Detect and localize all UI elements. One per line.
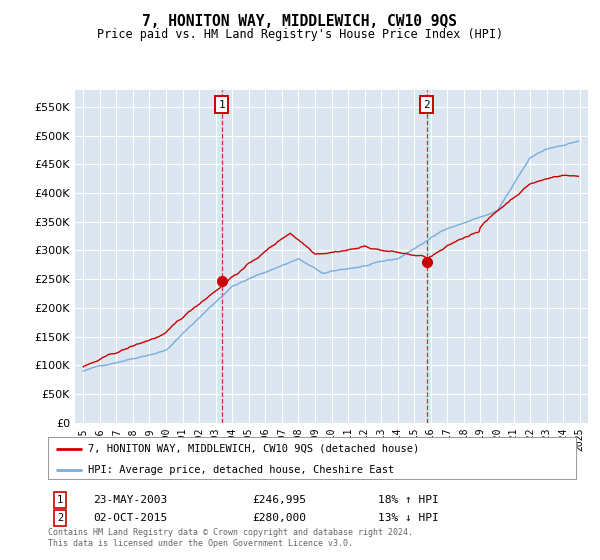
Text: 2: 2 <box>423 100 430 110</box>
Text: £246,995: £246,995 <box>252 495 306 505</box>
Text: 7, HONITON WAY, MIDDLEWICH, CW10 9QS (detached house): 7, HONITON WAY, MIDDLEWICH, CW10 9QS (de… <box>88 444 419 454</box>
Text: 1: 1 <box>57 495 63 505</box>
Text: HPI: Average price, detached house, Cheshire East: HPI: Average price, detached house, Ches… <box>88 465 394 474</box>
Text: 23-MAY-2003: 23-MAY-2003 <box>93 495 167 505</box>
Text: Price paid vs. HM Land Registry's House Price Index (HPI): Price paid vs. HM Land Registry's House … <box>97 28 503 41</box>
Text: 18% ↑ HPI: 18% ↑ HPI <box>378 495 439 505</box>
Text: 02-OCT-2015: 02-OCT-2015 <box>93 513 167 523</box>
Text: 13% ↓ HPI: 13% ↓ HPI <box>378 513 439 523</box>
Text: 1: 1 <box>218 100 226 110</box>
Text: 7, HONITON WAY, MIDDLEWICH, CW10 9QS: 7, HONITON WAY, MIDDLEWICH, CW10 9QS <box>143 14 458 29</box>
Text: £280,000: £280,000 <box>252 513 306 523</box>
Text: Contains HM Land Registry data © Crown copyright and database right 2024.
This d: Contains HM Land Registry data © Crown c… <box>48 528 413 548</box>
Text: 2: 2 <box>57 513 63 523</box>
